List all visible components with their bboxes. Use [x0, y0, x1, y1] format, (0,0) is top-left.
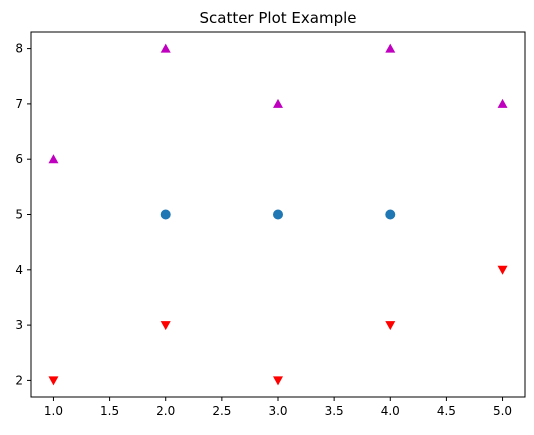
chart-title: Scatter Plot Example — [199, 9, 356, 27]
data-point-triangle-up — [48, 154, 59, 164]
y-tick-label: 3 — [15, 318, 23, 332]
y-tick-label: 5 — [15, 208, 23, 222]
axes-frame — [30, 31, 526, 398]
x-axis-ticks: 1.0 1.5 2.0 2.5 3.0 3.5 4.0 4.5 5.0 — [44, 397, 512, 418]
y-axis-ticks: 2 3 4 5 6 7 8 — [15, 42, 31, 387]
data-point-triangle-up — [273, 98, 283, 108]
x-tick-label: 3.5 — [325, 404, 344, 418]
y-tick-label: 8 — [15, 42, 23, 56]
x-tick-label: 2.0 — [156, 404, 175, 418]
data-point-triangle-down — [497, 265, 508, 275]
x-tick-label: 1.5 — [100, 404, 119, 418]
data-point-triangle-up — [385, 43, 396, 53]
data-point-triangle-down — [160, 321, 171, 331]
x-tick-label: 4.5 — [437, 404, 456, 418]
data-point-triangle-up — [497, 98, 508, 108]
x-tick-label: 3.0 — [268, 404, 287, 418]
y-tick-label: 4 — [15, 263, 23, 277]
data-point-triangle-down — [273, 376, 283, 386]
x-tick-label: 5.0 — [493, 404, 512, 418]
x-tick-label: 4.0 — [381, 404, 400, 418]
data-point-circle — [160, 209, 171, 220]
data-point-circle — [385, 209, 396, 220]
y-tick-label: 2 — [15, 373, 23, 387]
data-point-circle — [273, 209, 283, 220]
data-point-triangle-down — [48, 376, 59, 386]
data-point-triangle-down — [385, 321, 396, 331]
plot-layer — [48, 43, 508, 386]
y-tick-label: 6 — [15, 152, 23, 166]
x-tick-label: 2.5 — [212, 404, 231, 418]
data-point-triangle-up — [160, 43, 171, 53]
y-tick-label: 7 — [15, 97, 23, 111]
x-tick-label: 1.0 — [44, 404, 63, 418]
